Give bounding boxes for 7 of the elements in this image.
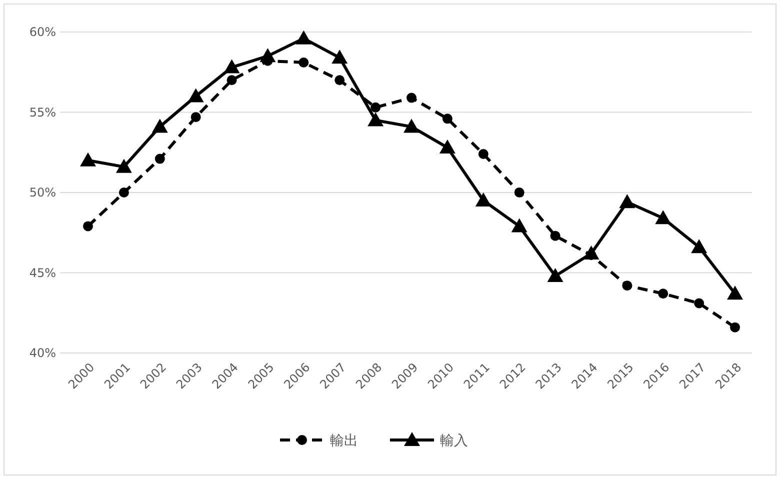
legend-label: 輸入 xyxy=(440,432,468,449)
y-tick-label: 55% xyxy=(29,105,56,120)
y-tick-label: 50% xyxy=(29,186,56,200)
y-tick-label: 45% xyxy=(29,266,56,280)
y-tick-label: 60% xyxy=(29,25,56,40)
legend-label: 輸出 xyxy=(330,432,358,449)
y-tick-label: 40% xyxy=(29,346,56,360)
